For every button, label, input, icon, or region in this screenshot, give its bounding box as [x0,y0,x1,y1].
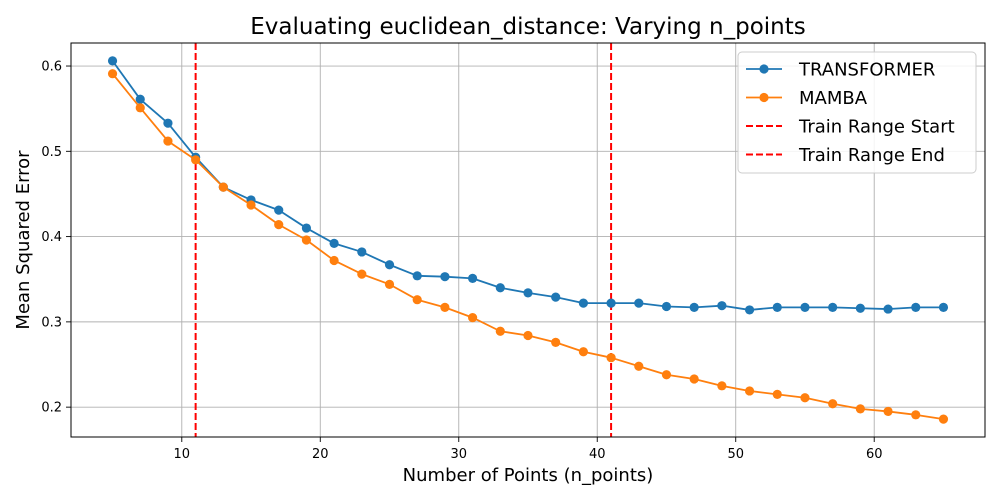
mamba-data-point [329,255,339,266]
mamba-data-point [800,393,810,403]
y-tick-label: 0.5 [41,145,62,160]
transformer-data-point [800,302,810,312]
mamba-data-point [301,235,312,245]
transformer-data-point [329,238,339,249]
transformer-data-point [606,298,616,308]
mamba-data-point [717,381,727,391]
transformer-data-point [883,304,893,314]
x-tick-label: 10 [174,447,191,462]
x-tick-label: 30 [450,447,467,462]
series-lines [107,56,949,424]
mamba-data-point [412,295,422,305]
mamba-data-point [828,399,838,409]
mamba-data-point [246,200,256,210]
mamba-data-point [744,386,755,396]
legend-train-range-end-label: Train Range End [798,145,945,166]
transformer-data-point [911,302,921,312]
mamba-data-point [911,410,921,420]
transformer-data-point [301,223,312,233]
mamba-data-point [772,389,782,399]
legend-train-range-start-label: Train Range Start [798,117,955,138]
mamba-data-point [163,136,173,146]
transformer-data-point [495,283,505,293]
y-tick-label: 0.2 [41,401,62,416]
transformer-data-point [578,298,588,308]
transformer-data-point [384,260,395,270]
transformer-data-point [744,305,755,315]
legend-transformer-marker [759,64,769,74]
mamba-data-point [440,302,450,312]
transformer-data-point [357,247,367,257]
transformer-data-point [772,302,782,312]
mamba-data-point [191,155,201,165]
mamba-data-point [938,414,949,424]
x-axis-label: Number of Points (n_points) [403,465,654,486]
transformer-data-point [107,56,118,66]
transformer-data-point [468,273,478,283]
y-axis-label: Mean Squared Error [13,150,34,330]
train-range-lines [194,43,613,437]
transformer-data-point [163,118,173,128]
mamba-data-point [468,313,478,323]
mamba-data-point [107,69,118,79]
transformer-data-point [412,271,422,281]
mamba-data-point [551,337,561,347]
x-tick-label: 50 [727,447,744,462]
mamba-data-point [135,103,145,113]
transformer-data-point [689,302,699,312]
transformer-data-point [855,303,865,313]
legend-mamba-label: MAMBA [799,88,868,109]
mamba-data-point [384,279,395,289]
mamba-data-point [495,326,505,336]
legend-box [737,51,977,174]
mamba-data-point [274,220,284,230]
mamba-data-point [883,406,893,417]
y-tick-label: 0.6 [41,60,62,75]
transformer-data-point [717,301,727,311]
axes-frame [70,42,986,438]
chart-title: Evaluating euclidean_distance: Varying n… [250,14,806,40]
y-tick-label: 0.4 [41,230,62,245]
mamba-data-point [661,370,672,380]
transformer-data-point [661,301,672,312]
transformer-data-point [523,288,533,298]
transformer-data-point [440,272,450,282]
transformer-data-point [828,302,838,312]
transformer-data-point [634,298,644,308]
transformer-data-point [135,94,145,104]
mamba-data-point [689,374,699,384]
x-tick-label: 60 [866,447,883,462]
x-tick-label: 40 [589,447,606,462]
legend-mamba-marker [759,92,769,103]
mamba-data-point [357,269,367,279]
x-tick-label: 20 [312,447,329,462]
legend: TRANSFORMER MAMBA Train Range Start Train R… [737,51,977,174]
mamba-data-point [606,353,616,363]
y-tick-label: 0.3 [41,315,62,330]
mamba-data-point [578,347,588,357]
legend-transformer-label: TRANSFORMER [798,60,935,81]
transformer-data-point [551,292,561,302]
mamba-data-point [523,330,533,341]
mamba-data-point [634,361,644,371]
mamba-data-point [855,404,865,414]
axis-ticks: 10 20 30 40 50 60 0.2 0.3 0.4 0.5 0.6 [41,60,882,462]
mamba-data-point [218,182,228,192]
transformer-data-point [938,302,949,312]
transformer-data-point [274,205,284,215]
